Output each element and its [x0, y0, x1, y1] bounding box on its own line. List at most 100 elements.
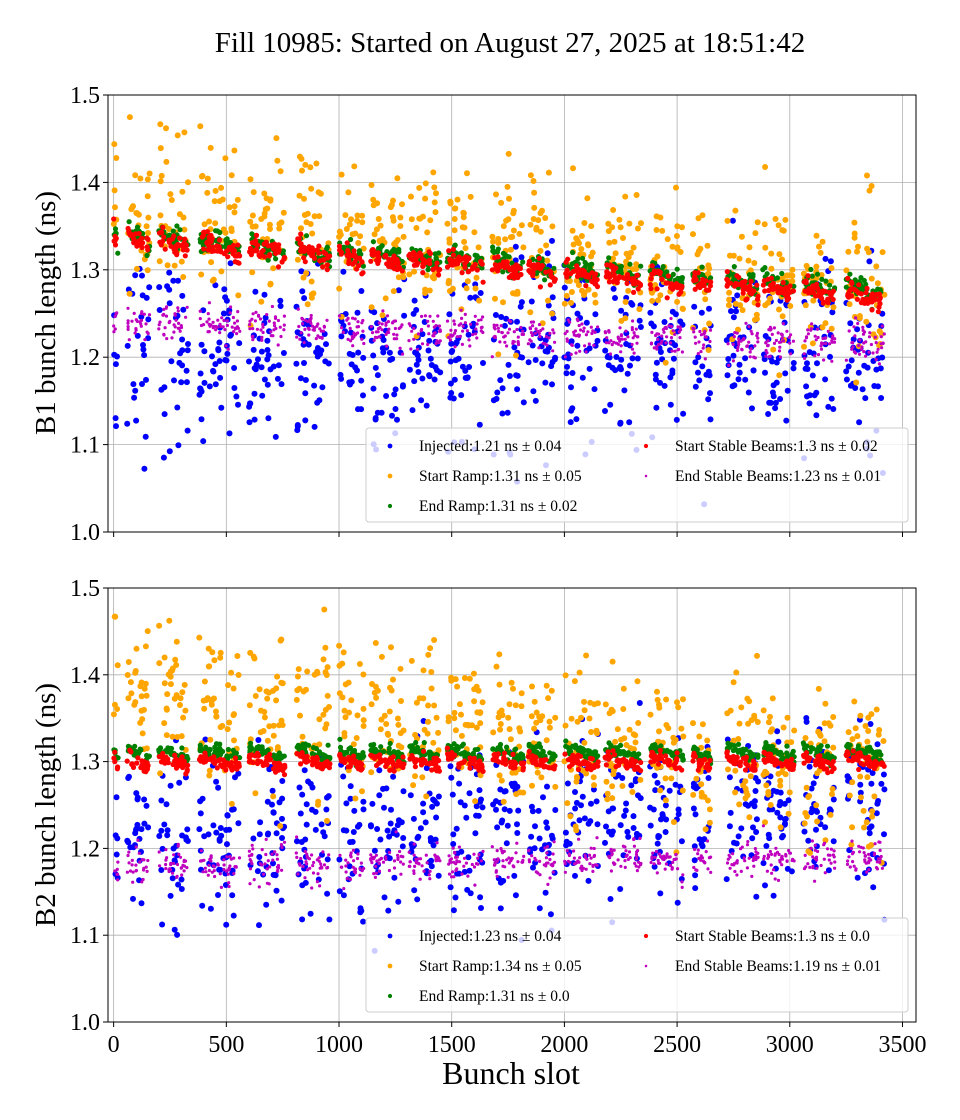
data-point — [631, 289, 637, 295]
data-point — [451, 709, 458, 716]
data-point — [398, 698, 404, 704]
data-point — [680, 696, 686, 703]
data-point — [452, 894, 459, 901]
data-point — [224, 726, 231, 733]
data-point — [510, 685, 516, 692]
data-point — [788, 341, 792, 345]
data-point — [255, 327, 259, 331]
data-point — [146, 753, 152, 759]
data-point — [161, 720, 168, 727]
data-point — [692, 359, 699, 366]
data-point — [800, 270, 807, 277]
data-point — [678, 876, 685, 882]
data-point — [315, 189, 322, 196]
data-point — [805, 273, 811, 279]
data-point — [447, 380, 454, 387]
data-point — [875, 350, 879, 354]
data-point — [113, 314, 117, 319]
data-point — [533, 224, 540, 231]
data-point — [588, 223, 595, 230]
data-point — [592, 311, 599, 318]
data-point — [264, 337, 271, 344]
data-point — [178, 876, 185, 883]
data-point — [690, 720, 696, 727]
data-point — [474, 332, 478, 336]
data-point — [767, 328, 771, 332]
data-point — [562, 829, 569, 836]
data-point — [584, 195, 591, 202]
data-point — [776, 372, 783, 379]
data-point — [449, 261, 455, 267]
data-point — [531, 845, 538, 852]
data-point — [850, 336, 857, 343]
data-point — [396, 264, 402, 270]
data-point — [315, 324, 319, 328]
data-point — [436, 314, 440, 318]
data-point — [235, 672, 242, 678]
data-point — [500, 299, 506, 306]
data-point — [176, 306, 180, 310]
data-point — [392, 319, 396, 323]
data-point — [312, 328, 316, 332]
data-point — [862, 300, 868, 306]
data-point — [145, 330, 149, 334]
data-point — [271, 334, 275, 338]
data-point — [422, 819, 429, 826]
data-point — [493, 798, 499, 805]
data-point — [742, 785, 749, 792]
data-point — [664, 236, 671, 243]
data-point — [568, 384, 574, 391]
data-point — [316, 213, 323, 220]
data-point — [529, 808, 536, 815]
data-point — [726, 296, 733, 303]
data-point — [174, 132, 181, 139]
data-point — [821, 738, 828, 745]
data-point — [140, 346, 147, 353]
data-point — [428, 685, 435, 692]
data-point — [164, 827, 171, 834]
data-point — [389, 355, 396, 362]
data-point — [670, 355, 677, 362]
data-point — [784, 293, 791, 299]
data-point — [209, 353, 215, 360]
data-point — [504, 822, 511, 829]
data-point — [874, 358, 878, 362]
data-point — [157, 145, 164, 152]
data-point — [786, 789, 793, 796]
data-point — [456, 780, 463, 787]
data-point — [534, 769, 541, 776]
data-point — [576, 669, 583, 676]
data-point — [410, 782, 417, 789]
data-point — [808, 785, 815, 792]
data-point — [261, 241, 267, 247]
data-point — [257, 729, 264, 736]
data-point — [607, 401, 614, 408]
data-point — [221, 286, 228, 293]
data-point — [612, 738, 619, 745]
data-point — [732, 207, 739, 214]
data-point — [518, 299, 525, 306]
data-point — [158, 172, 165, 179]
data-point — [249, 231, 255, 237]
data-point — [493, 806, 499, 813]
data-point — [862, 395, 869, 402]
data-point — [459, 322, 463, 326]
data-point — [184, 753, 190, 760]
data-point — [385, 907, 392, 914]
data-point — [694, 251, 701, 258]
data-point — [473, 724, 480, 731]
data-point — [674, 298, 681, 305]
data-point — [360, 263, 366, 269]
legend-label: Start Ramp:1.31 ns ± 0.05 — [419, 468, 582, 485]
y-tick-label: 1.0 — [70, 520, 100, 546]
data-point — [282, 323, 286, 327]
data-point — [762, 333, 769, 339]
data-point — [542, 337, 549, 344]
legend-label: Start Stable Beams:1.3 ns ± 0.02 — [675, 438, 878, 455]
data-point — [213, 778, 220, 785]
data-point — [767, 802, 774, 808]
data-point — [360, 806, 367, 813]
data-point — [755, 302, 761, 308]
data-point — [176, 326, 180, 330]
data-point — [675, 811, 682, 818]
